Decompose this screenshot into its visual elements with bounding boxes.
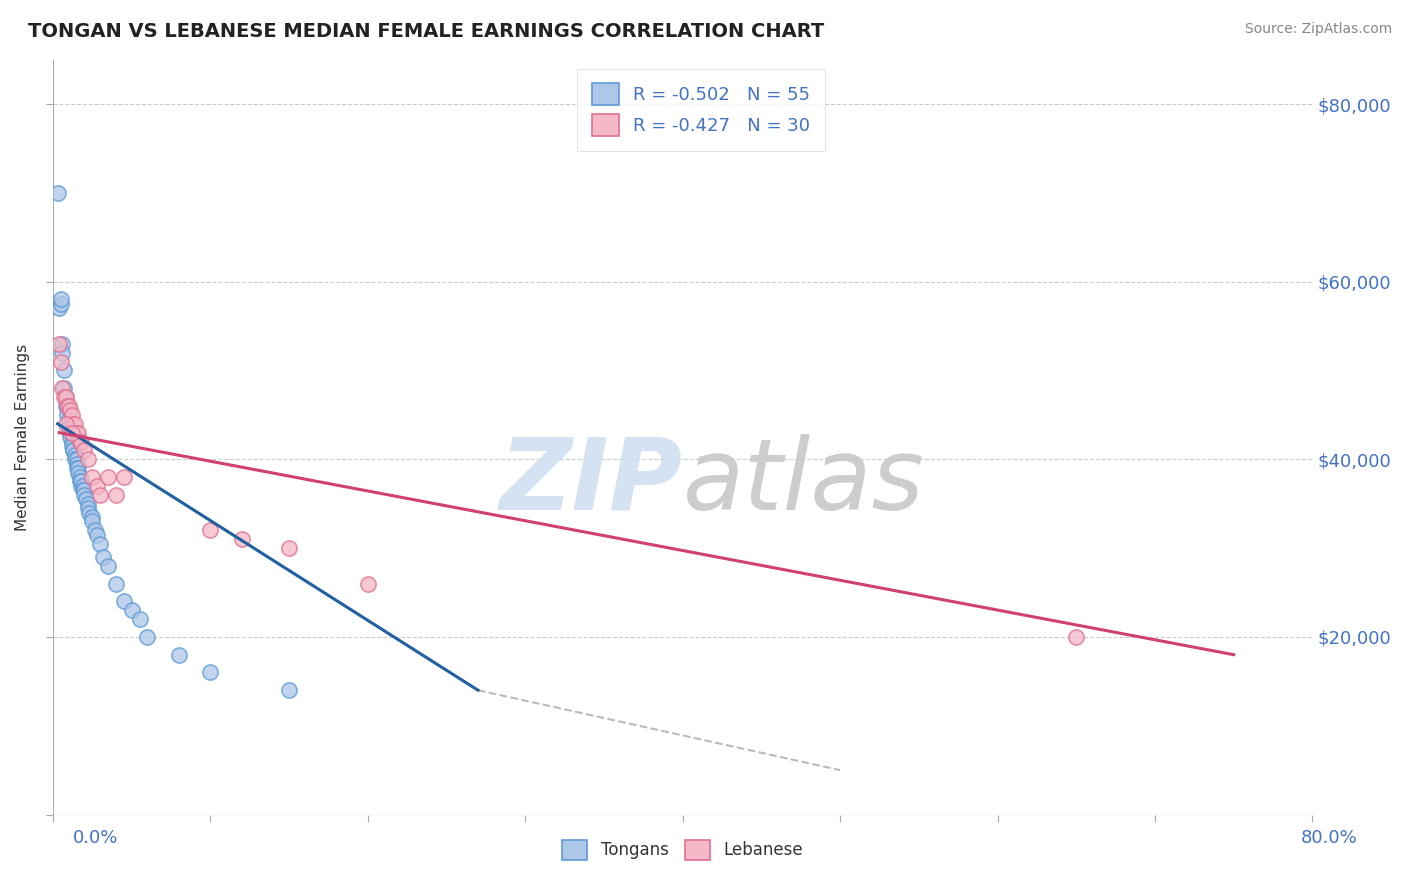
Point (136, 630, 159, 644)
Point (56, 399, 79, 413)
Point (97, 470, 120, 484)
Point (167, 648, 190, 662)
Point (73, 483, 96, 498)
Point (62, 417, 84, 431)
Point (82, 470, 104, 484)
Point (69, 470, 91, 484)
Point (60, 434, 83, 449)
Point (56, 399, 79, 413)
Point (58, 421, 80, 435)
Point (59, 425, 82, 440)
Point (91, 549, 114, 564)
Point (70, 475, 93, 489)
Text: TONGAN VS LEBANESE MEDIAN FEMALE EARNINGS CORRELATION CHART: TONGAN VS LEBANESE MEDIAN FEMALE EARNING… (28, 22, 824, 41)
Point (62, 443, 84, 458)
Point (48, 301, 70, 316)
Point (231, 533, 253, 547)
Point (51, 336, 73, 351)
Point (128, 612, 150, 626)
Point (63, 417, 86, 431)
Point (97, 558, 120, 573)
Point (46, 186, 69, 200)
Text: atlas: atlas (683, 434, 924, 531)
Point (73, 488, 96, 502)
Point (67, 461, 90, 475)
Point (200, 524, 222, 538)
Point (76, 452, 98, 467)
Point (76, 501, 98, 516)
Point (72, 479, 94, 493)
Text: 80.0%: 80.0% (1301, 830, 1357, 847)
Point (84, 524, 107, 538)
Point (73, 443, 96, 458)
Point (104, 576, 127, 591)
Point (86, 479, 108, 493)
Point (82, 515, 104, 529)
Point (112, 470, 135, 484)
Point (60, 408, 83, 422)
Point (121, 603, 143, 617)
Text: 0.0%: 0.0% (73, 830, 118, 847)
Point (278, 541, 301, 555)
Point (86, 528, 108, 542)
Point (58, 417, 80, 431)
Y-axis label: Median Female Earnings: Median Female Earnings (15, 343, 30, 531)
Point (67, 466, 90, 480)
Point (52, 363, 75, 377)
Point (51, 345, 73, 359)
Point (49, 354, 72, 368)
Point (76, 497, 98, 511)
Point (357, 576, 380, 591)
Point (56, 408, 79, 422)
Point (48, 336, 70, 351)
Text: Source: ZipAtlas.com: Source: ZipAtlas.com (1244, 22, 1392, 37)
Point (55, 390, 77, 404)
Point (58, 399, 80, 413)
Point (75, 492, 97, 507)
Point (52, 390, 75, 404)
Point (65, 425, 87, 440)
Point (200, 665, 222, 680)
Point (59, 430, 82, 444)
Point (69, 475, 91, 489)
Point (52, 381, 75, 395)
Point (65, 457, 87, 471)
Point (60, 425, 83, 440)
Point (65, 452, 87, 467)
Point (62, 443, 84, 458)
Point (49, 293, 72, 307)
Point (89, 536, 111, 550)
Point (112, 594, 135, 608)
Point (63, 448, 86, 462)
Point (70, 479, 93, 493)
Point (65, 461, 87, 475)
Point (77, 506, 100, 520)
Point (55, 399, 77, 413)
Point (51, 381, 73, 395)
Point (67, 425, 90, 440)
Point (82, 510, 104, 524)
Point (49, 297, 72, 311)
Point (1064, 630, 1087, 644)
Point (104, 488, 127, 502)
Text: ZIP: ZIP (499, 434, 683, 531)
Point (60, 439, 83, 453)
Point (72, 483, 94, 498)
Point (58, 412, 80, 426)
Point (89, 488, 111, 502)
Point (278, 683, 301, 698)
Point (63, 452, 86, 467)
Point (69, 434, 91, 449)
Point (59, 403, 82, 417)
Point (55, 390, 77, 404)
Point (55, 417, 77, 431)
Point (70, 434, 93, 449)
Legend: R = -0.502   N = 55, R = -0.427   N = 30: R = -0.502 N = 55, R = -0.427 N = 30 (578, 69, 825, 151)
